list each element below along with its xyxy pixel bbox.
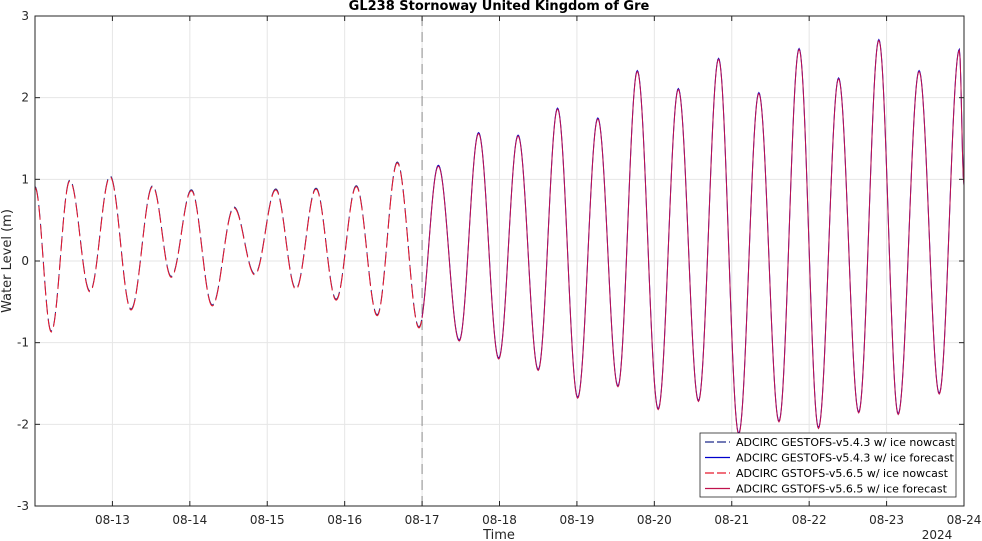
y-tick-label: 2 — [21, 91, 29, 105]
legend-box — [699, 432, 957, 498]
y-tick-label: -3 — [17, 499, 29, 513]
chart-title: GL238 Stornoway United Kingdom of Gre — [349, 0, 650, 14]
legend-label-4: ADCIRC GSTOFS-v5.6.5 w/ ice forecast — [736, 483, 948, 496]
x-tick-label: 08-20 — [637, 513, 672, 527]
series-line-4 — [421, 39, 965, 436]
x-tick-label: 08-14 — [172, 513, 207, 527]
series-line-1 — [34, 161, 423, 332]
y-axis-label: Water Level (m) — [0, 209, 15, 313]
x-tick-label: 08-22 — [792, 513, 827, 527]
x-tick-label: 08-13 — [95, 513, 130, 527]
series-layer — [34, 38, 965, 436]
x-tick-label: 08-15 — [250, 513, 285, 527]
grid — [35, 15, 965, 507]
y-tick-label: -1 — [17, 336, 29, 350]
legend-label-1: ADCIRC GESTOFS-v5.4.3 w/ ice nowcast — [736, 436, 956, 449]
x-tick-label: 08-24 — [947, 513, 982, 527]
y-tick-label: 0 — [21, 254, 29, 268]
x-tick-label: 08-23 — [869, 513, 904, 527]
y-tick-label: 3 — [21, 9, 29, 23]
legend-label-3: ADCIRC GSTOFS-v5.6.5 w/ ice nowcast — [736, 467, 949, 480]
x-axis: 08-13 08-14 08-15 08-16 08-17 08-18 08-19 08-20… — [95, 16, 981, 527]
x-tick-label: 08-19 — [559, 513, 594, 527]
x-tick-label: 08-21 — [714, 513, 749, 527]
x-tick-label: 08-17 — [405, 513, 440, 527]
year-label: 2024 — [922, 528, 953, 541]
x-axis-label: Time — [482, 528, 515, 541]
y-axis: -3 -2 -1 0 1 2 3 — [17, 9, 964, 513]
x-tick-label: 08-18 — [482, 513, 517, 527]
legend-label-2: ADCIRC GESTOFS-v5.4.3 w/ ice forecast — [736, 452, 955, 465]
series-line-2 — [421, 38, 965, 435]
y-tick-label: 1 — [21, 172, 29, 186]
x-tick-label: 08-16 — [327, 513, 362, 527]
series-line-3 — [34, 162, 423, 333]
legend: ADCIRC GESTOFS-v5.4.3 w/ ice nowcast ADCI… — [699, 432, 957, 498]
y-tick-label: -2 — [17, 417, 29, 431]
